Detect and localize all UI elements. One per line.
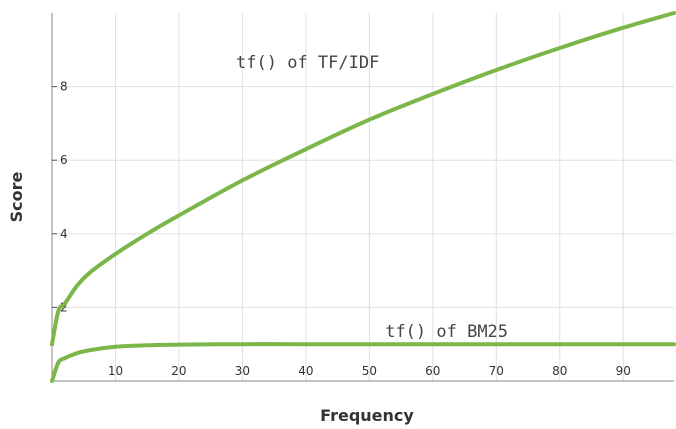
x-tick-label: 60 [425,364,440,378]
x-tick-label: 40 [298,364,313,378]
x-axis-ticks: 10 20 30 40 50 60 70 80 90 [108,364,631,378]
x-axis-title: Frequency [320,406,414,425]
x-tick-label: 20 [171,364,186,378]
y-tick-label: 2 [60,300,68,314]
x-tick-label: 30 [235,364,250,378]
y-axis-ticks: 2 4 6 8 [52,80,68,314]
axes [51,13,674,382]
x-tick-label: 90 [616,364,631,378]
y-axis-title: Score [7,171,26,222]
y-tick-label: 8 [60,80,68,94]
y-tick-label: 4 [60,227,68,241]
series-line-1 [50,342,676,383]
grid [52,13,674,381]
x-tick-label: 50 [362,364,377,378]
x-tick-label: 10 [108,364,123,378]
x-tick-label: 80 [552,364,567,378]
annotations: tf() of TF/IDF tf() of BM25 [236,53,508,342]
series [50,11,676,383]
series-annotation-0: tf() of TF/IDF [236,53,379,73]
x-tick-label: 70 [489,364,504,378]
series-annotation-1: tf() of BM25 [385,322,508,342]
series-line-0 [50,11,676,347]
y-tick-label: 6 [60,153,68,167]
